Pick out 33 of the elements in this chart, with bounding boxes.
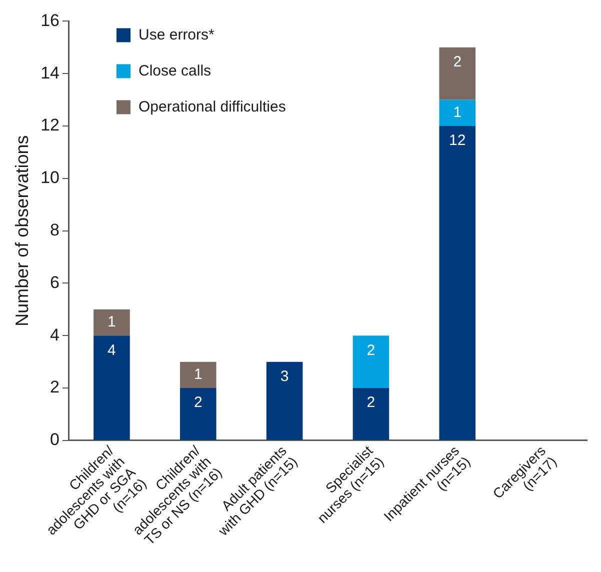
data-label: 2 (194, 394, 202, 412)
y-tick-label: 10 (40, 168, 60, 188)
bar (180, 362, 216, 388)
legend-label: Use errors* (138, 26, 215, 44)
bar (266, 362, 303, 440)
bar (439, 100, 476, 126)
data-label: 12 (449, 132, 466, 150)
data-label: 3 (280, 368, 289, 385)
bar (94, 309, 130, 336)
y-axis-title: Number of observations (12, 135, 32, 326)
y-tick-label: 16 (40, 10, 60, 30)
y-tick-label: 12 (40, 116, 60, 135)
bar (439, 47, 476, 100)
bar (352, 388, 390, 440)
y-tick-label: 2 (50, 378, 60, 397)
bar (180, 388, 216, 440)
bar (439, 126, 476, 440)
data-label: 4 (108, 342, 116, 359)
legend-label: Operational difficulties (138, 98, 286, 116)
bar (94, 336, 130, 440)
legend-label: Close calls (138, 62, 212, 80)
data-label: 2 (366, 394, 376, 412)
data-label: 2 (453, 54, 462, 71)
data-label: 1 (453, 104, 462, 122)
data-label: 1 (194, 366, 202, 384)
y-tick-label: 0 (50, 430, 60, 450)
data-label: 2 (366, 342, 376, 359)
y-tick-label: 14 (40, 63, 60, 82)
y-tick-label: 8 (50, 220, 60, 240)
y-tick-label: 4 (50, 325, 60, 344)
y-tick-label: 6 (50, 272, 60, 292)
data-label: 1 (108, 314, 116, 331)
bar (352, 336, 390, 388)
